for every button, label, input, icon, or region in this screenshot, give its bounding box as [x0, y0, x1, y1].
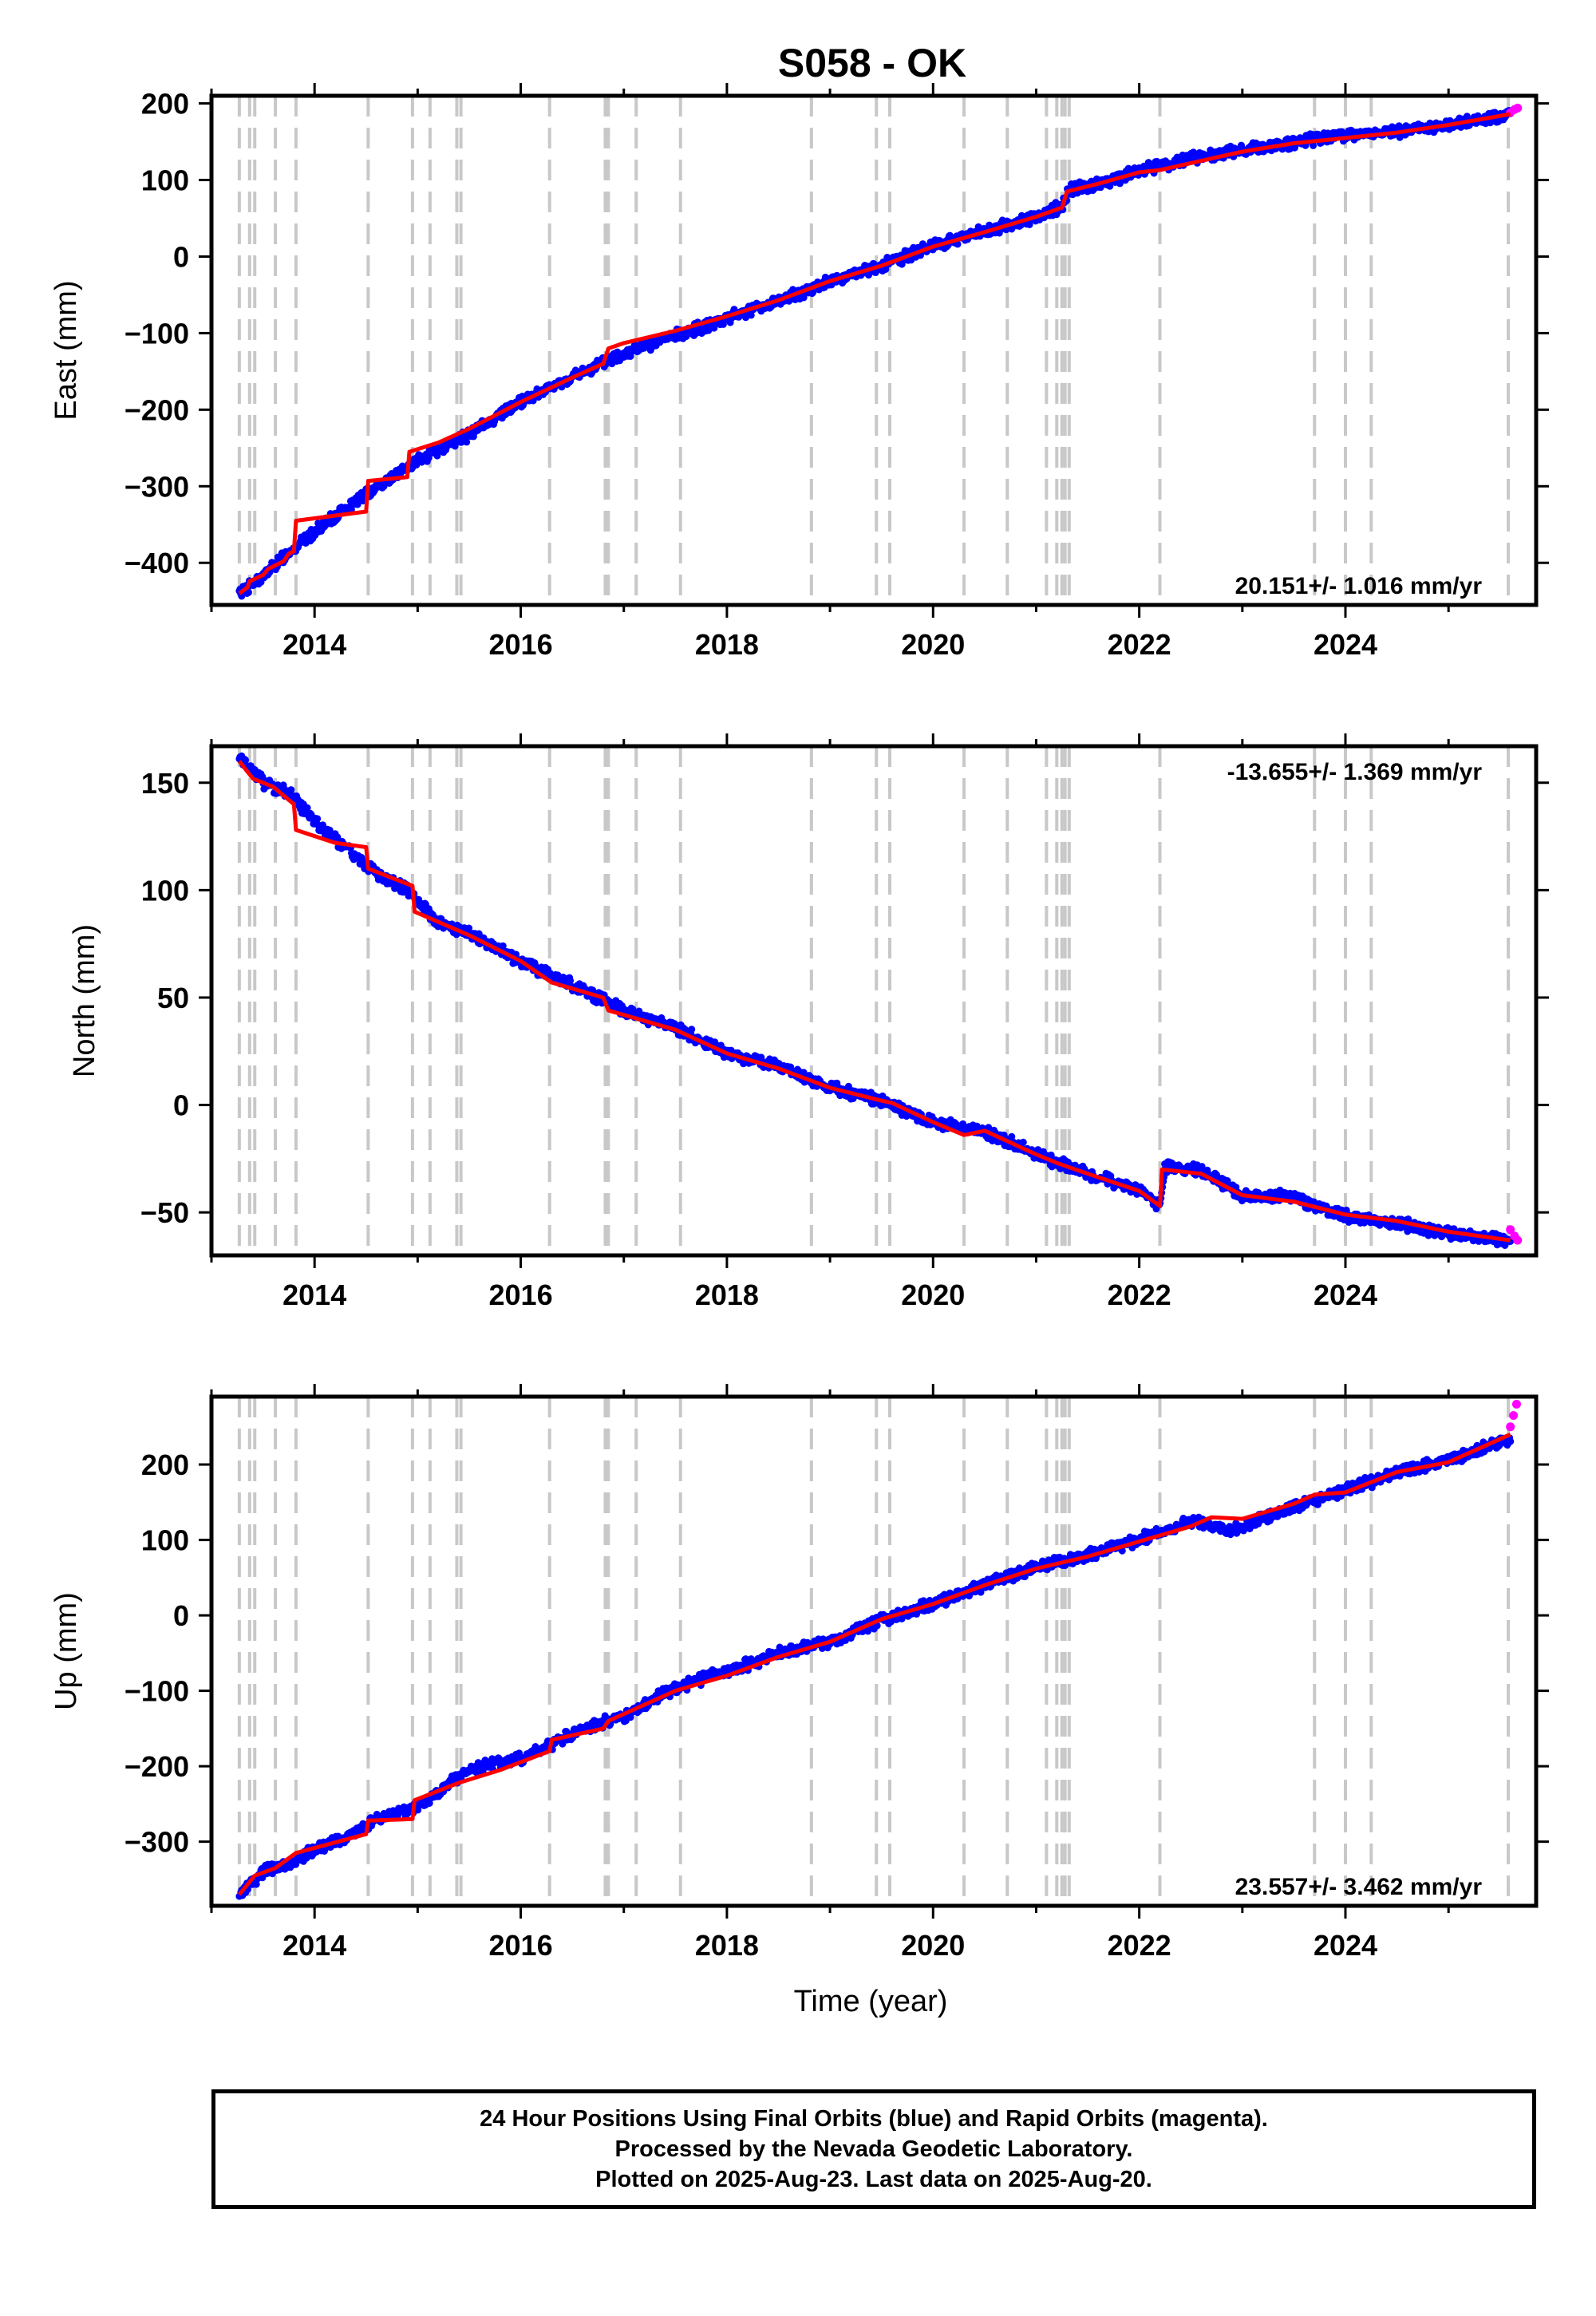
plot-area [235, 746, 1523, 1255]
data-point [1310, 141, 1317, 149]
y-tick-label: 100 [141, 164, 189, 197]
data-point [314, 815, 322, 823]
data-point [287, 786, 295, 794]
x-tick-label: 2016 [489, 1279, 553, 1311]
panel-east: 2014 2016 2018 2020 2022 2024 −400 −300 −200 −100… [49, 83, 1549, 661]
data-point [380, 482, 388, 490]
y-tick-label: −400 [124, 547, 189, 579]
y-tick-label: −100 [124, 317, 189, 350]
y-tick-label: −200 [124, 393, 189, 426]
rate-label: 20.151+/- 1.016 mm/yr [1235, 573, 1483, 599]
data-point [1019, 1138, 1027, 1146]
data-point [913, 1610, 921, 1618]
data-point [954, 240, 962, 248]
x-tick-label: 2024 [1314, 1279, 1377, 1311]
y-tick-label: 0 [173, 1089, 189, 1122]
x-tick-label: 2016 [489, 628, 553, 661]
panel-up: 2014 2016 2018 2020 2022 2024−300−200−1000100… [49, 1384, 1549, 2018]
plot-area [235, 1397, 1521, 1906]
x-tick-label: 2022 [1108, 628, 1171, 661]
y-tick-label: −50 [140, 1196, 189, 1229]
rapid-point [1513, 103, 1523, 113]
data-point [245, 588, 252, 596]
data-point [747, 311, 755, 319]
data-point [985, 1124, 993, 1132]
data-point [463, 438, 471, 446]
panel-north: 2014 2016 2018 2020 2022 2024 −50 0 50 100 150 Nort… [68, 733, 1549, 1311]
x-tick-label: 2018 [695, 1279, 759, 1311]
rapid-point [1506, 1225, 1515, 1235]
rapid-orbit-points [1506, 1225, 1523, 1245]
data-point [882, 266, 890, 273]
model-line [238, 112, 1511, 595]
x-tick-label: 2014 [282, 1279, 346, 1311]
x-tick-label: 2020 [901, 628, 965, 661]
y-tick-label: −300 [124, 470, 189, 503]
rapid-point [1513, 1235, 1523, 1245]
data-point [499, 942, 507, 950]
data-point [425, 454, 433, 462]
y-tick-label: 150 [141, 767, 189, 800]
y-tick-label: 100 [141, 874, 189, 907]
data-point [1025, 220, 1033, 228]
panels: 2014 2016 2018 2020 2022 2024 −400 −300 −200 −100… [49, 83, 1549, 2018]
x-tick-label: 2022 [1108, 1279, 1171, 1311]
chart-title: S058 - OK [778, 41, 966, 85]
data-point [977, 1588, 985, 1596]
x-tick-label: 2020 [901, 1279, 965, 1311]
x-tick-label: 2018 [695, 628, 759, 661]
y-tick-label: 0 [173, 240, 189, 273]
plot-frame [209, 93, 1539, 607]
data-point [242, 756, 250, 764]
plot-area [235, 96, 1523, 605]
rapid-orbit-points [1506, 103, 1523, 117]
model-line [237, 760, 1511, 1243]
data-point [433, 452, 441, 460]
y-tick-label: 50 [157, 982, 189, 1014]
x-tick-label: 2024 [1314, 628, 1377, 661]
data-point [303, 804, 311, 812]
data-point [1463, 113, 1471, 121]
rate-label: -13.655+/- 1.369 mm/yr [1227, 759, 1483, 785]
x-tick-label: 2014 [282, 628, 346, 661]
y-tick-label: 200 [141, 88, 189, 121]
data-point [567, 977, 575, 985]
y-axis-label: East (mm) [49, 280, 83, 420]
data-point [688, 1026, 696, 1034]
data-point [800, 294, 808, 302]
plot-frame [209, 744, 1539, 1258]
y-axis-label: North (mm) [68, 924, 101, 1077]
